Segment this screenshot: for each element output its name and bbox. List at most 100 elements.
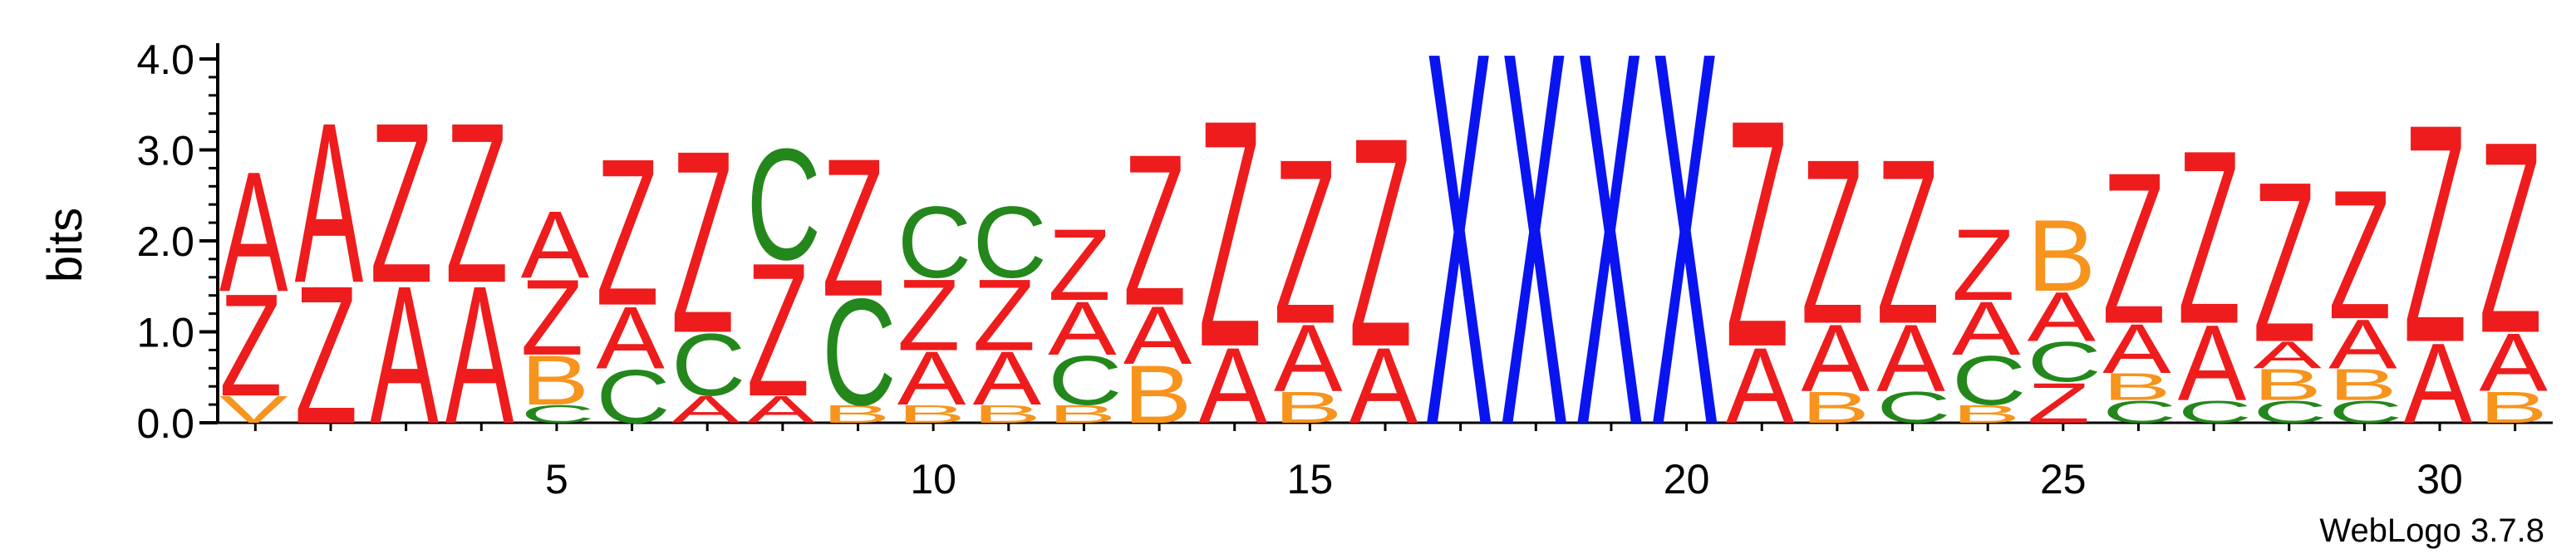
letter-B-pos-15: B	[1274, 383, 1343, 433]
letter-Z-pos-25: Z	[2027, 371, 2090, 435]
position-stack-16: AZ	[1349, 76, 1418, 446]
y-tick-label: 0.0	[136, 400, 194, 447]
letter-C-pos-8: C	[747, 116, 821, 294]
letter-C-pos-11: C	[972, 186, 1046, 299]
letter-Z-pos-15: Z	[1274, 110, 1337, 373]
x-tick-label: 30	[2416, 456, 2463, 503]
letter-Z-pos-28: Z	[2253, 135, 2316, 390]
letter-A-pos-2: A	[295, 76, 364, 331]
x-tick-label: 25	[2040, 456, 2087, 503]
letter-C-pos-27: C	[2178, 395, 2252, 430]
letter-A-pos-5: A	[521, 192, 590, 298]
letter-A-pos-7: A	[671, 389, 741, 431]
letter-A-pos-6: A	[596, 287, 665, 387]
weblogo-credit: WebLogo 3.7.8	[2319, 512, 2544, 549]
letter-A-pos-13: A	[1123, 289, 1192, 382]
x-tick-label: 5	[545, 456, 568, 503]
letter-Z-pos-23: Z	[1876, 110, 1939, 373]
x-tick-label: 15	[1287, 456, 1334, 503]
letter-B-pos-13: B	[1123, 348, 1192, 441]
y-ticks: 0.0 1.0 2.0 3.0 4.0	[136, 37, 218, 447]
letter-B-pos-26: B	[2102, 365, 2171, 408]
letter-Z-pos-4: Z	[445, 76, 509, 331]
letter-Z-pos-22: Z	[1802, 110, 1865, 373]
letter-Z-pos-3: Z	[370, 76, 433, 331]
letter-Z-pos-2: Z	[295, 246, 358, 466]
letter-X-pos-17: X	[1424, 0, 1493, 537]
letter-B-pos-22: B	[1802, 383, 1871, 433]
y-axis-label: bits	[38, 208, 92, 282]
position-stack-4: AZ	[445, 76, 514, 466]
letter-A-pos-16: A	[1349, 325, 1418, 445]
letter-C-pos-25: C	[2027, 331, 2101, 395]
letter-A-pos-21: A	[1726, 325, 1795, 445]
letter-C-pos-26: C	[2102, 395, 2176, 430]
position-stack-2: ZA	[295, 76, 364, 466]
letter-A-pos-23: A	[1876, 306, 1945, 412]
position-stack-18: X	[1500, 0, 1569, 537]
position-stack-14: AZ	[1198, 53, 1267, 446]
letter-B-pos-9: B	[822, 400, 891, 429]
y-tick-label: 1.0	[136, 310, 194, 356]
letter-B-pos-12: B	[1048, 400, 1117, 429]
position-stack-1: VZA	[219, 137, 288, 431]
position-stack-20: X	[1650, 0, 1719, 537]
letter-Z-pos-8: Z	[747, 224, 810, 437]
letter-A-pos-8: A	[747, 389, 817, 431]
letter-V-pos-1: V	[219, 389, 288, 431]
position-stack-17: X	[1424, 0, 1493, 537]
x-tick-label: 10	[910, 456, 956, 503]
x-ticks: 5 10 15 20 25 30	[253, 423, 2517, 503]
letter-Z-pos-24: Z	[1952, 209, 2015, 322]
letter-B-pos-31: B	[2479, 383, 2548, 433]
letter-C-pos-23: C	[1876, 383, 1950, 433]
letter-C-pos-5: C	[521, 400, 595, 429]
letter-A-pos-1: A	[219, 137, 288, 328]
letter-A-pos-12: A	[1048, 286, 1117, 371]
letter-B-pos-28: B	[2253, 360, 2322, 410]
position-stack-19: X	[1576, 0, 1644, 537]
letter-A-pos-29: A	[2328, 306, 2397, 384]
letter-C-pos-28: C	[2253, 395, 2327, 430]
letter-A-pos-4: A	[445, 246, 514, 466]
letter-B-pos-29: B	[2328, 360, 2397, 410]
letter-stacks: VZAZAAZAZCBZACAZACZAZCBCZBAZCBAZCBCAZBAZ…	[219, 0, 2548, 537]
letter-A-pos-10: A	[897, 336, 966, 422]
letter-Z-pos-6: Z	[596, 115, 659, 350]
letter-Z-pos-11: Z	[972, 259, 1035, 372]
letter-A-pos-3: A	[370, 246, 439, 466]
letter-A-pos-24: A	[1952, 286, 2021, 371]
letter-C-pos-9: C	[822, 267, 896, 438]
letter-A-pos-28: A	[2253, 334, 2323, 376]
letter-Z-pos-31: Z	[2479, 85, 2542, 390]
position-stack-7: ACZ	[671, 96, 745, 430]
position-stack-13: BAZ	[1123, 110, 1192, 440]
position-stack-8: AZC	[747, 116, 821, 437]
position-stack-6: CAZ	[596, 115, 670, 439]
letter-C-pos-6: C	[596, 354, 670, 439]
letter-A-pos-31: A	[2479, 316, 2548, 409]
letter-A-pos-25: A	[2027, 278, 2096, 356]
letter-X-pos-20: X	[1650, 0, 1719, 537]
letter-X-pos-19: X	[1576, 0, 1644, 537]
letter-A-pos-15: A	[1274, 306, 1343, 412]
letter-Z-pos-30: Z	[2404, 60, 2467, 408]
letter-Z-pos-9: Z	[822, 119, 885, 339]
letter-C-pos-29: C	[2328, 395, 2402, 430]
letter-A-pos-11: A	[972, 336, 1041, 422]
y-tick-label: 4.0	[136, 37, 194, 83]
position-stack-3: AZ	[370, 76, 439, 466]
letter-A-pos-14: A	[1198, 325, 1267, 445]
y-tick-label: 3.0	[136, 128, 194, 174]
letter-Z-pos-5: Z	[521, 257, 584, 377]
letter-A-pos-26: A	[2102, 310, 2171, 388]
